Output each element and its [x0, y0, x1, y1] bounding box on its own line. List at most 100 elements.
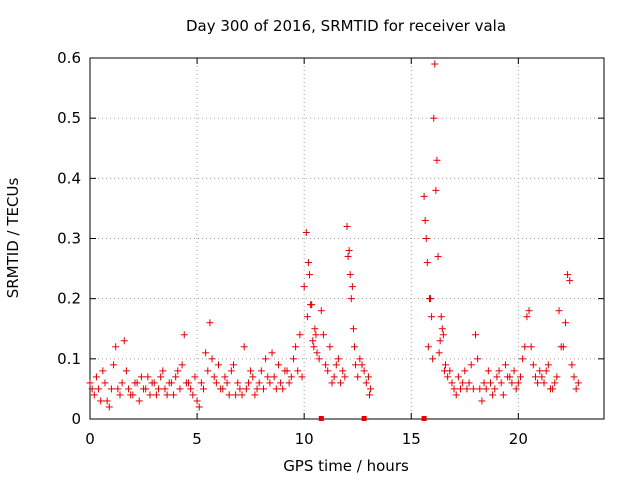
data-point — [542, 367, 550, 375]
data-point — [215, 361, 222, 369]
data-point — [425, 295, 433, 303]
data-point — [439, 331, 447, 339]
data-point — [309, 337, 317, 345]
data-point — [118, 379, 126, 387]
data-point — [438, 325, 446, 333]
data-point — [315, 355, 323, 363]
data-point — [176, 385, 184, 393]
data-point — [434, 253, 442, 261]
data-point — [146, 391, 154, 399]
data-point — [137, 373, 145, 381]
data-point — [191, 373, 199, 381]
data-point — [182, 379, 190, 387]
data-point — [551, 379, 559, 387]
data-point — [287, 373, 295, 381]
data-point — [253, 385, 261, 393]
data-point — [486, 379, 494, 387]
data-point — [422, 235, 430, 242]
data-point — [362, 379, 370, 387]
data-point — [478, 397, 486, 405]
data-point — [510, 367, 518, 375]
x-tick-label: 20 — [509, 430, 528, 448]
data-point — [262, 355, 270, 363]
y-tick-label: 0.4 — [57, 169, 81, 187]
data-point — [324, 367, 332, 375]
data-point — [172, 373, 180, 381]
data-point — [450, 385, 458, 393]
data-point — [266, 379, 274, 387]
data-point — [298, 373, 306, 381]
data-point — [296, 331, 304, 339]
data-point — [135, 397, 143, 405]
data-point — [328, 379, 336, 387]
data-point — [544, 361, 552, 369]
data-point — [281, 367, 289, 375]
data-point — [538, 373, 546, 381]
data-point — [279, 385, 287, 393]
data-point — [157, 373, 165, 381]
data-point — [463, 385, 471, 393]
data-point — [352, 361, 360, 369]
data-point — [114, 385, 122, 393]
data-point — [122, 367, 130, 375]
y-tick-labels: 0 0.1 0.2 0.3 0.4 0.5 0.6 — [57, 49, 81, 428]
data-point — [465, 379, 473, 387]
data-point — [421, 216, 429, 224]
data-point — [428, 313, 436, 321]
data-point — [564, 271, 572, 279]
x-tick-label: 10 — [295, 430, 314, 448]
data-point — [493, 373, 501, 381]
data-point — [420, 192, 428, 200]
data-point — [97, 397, 105, 405]
x-tick-label: 15 — [402, 430, 421, 448]
x-tick-labels: 0 5 10 15 20 — [85, 430, 528, 448]
data-point — [257, 367, 265, 375]
data-point — [300, 283, 308, 291]
data-point — [152, 391, 160, 399]
data-point — [244, 379, 252, 387]
data-point — [178, 361, 186, 369]
data-point — [344, 253, 352, 261]
data-point — [358, 361, 366, 369]
data-point — [165, 379, 173, 387]
data-point — [311, 325, 319, 333]
x-tick-label: 0 — [85, 430, 95, 448]
data-point — [514, 379, 522, 387]
data-point — [430, 114, 438, 122]
data-point — [459, 379, 467, 387]
data-point — [197, 379, 205, 387]
data-point — [497, 379, 505, 387]
y-tick-label: 0.3 — [57, 230, 81, 248]
data-point — [310, 343, 318, 351]
data-point — [452, 391, 460, 399]
data-point — [225, 391, 233, 399]
data-point — [232, 391, 240, 399]
data-point — [531, 373, 539, 381]
data-point — [534, 379, 542, 387]
data-point — [566, 277, 574, 285]
data-points — [86, 60, 582, 411]
y-tick-label: 0 — [71, 410, 81, 428]
data-point — [268, 349, 276, 357]
data-point — [504, 373, 512, 381]
data-point — [92, 373, 100, 381]
data-point — [249, 373, 257, 381]
data-point — [555, 307, 563, 315]
data-point — [345, 247, 353, 255]
data-point — [469, 385, 477, 393]
data-point — [259, 385, 267, 393]
data-point — [247, 367, 255, 375]
data-point — [125, 385, 133, 393]
data-point — [161, 385, 169, 393]
data-point — [367, 385, 375, 393]
data-point — [527, 343, 535, 351]
data-point — [131, 379, 139, 387]
data-point — [264, 373, 272, 381]
data-point — [523, 313, 531, 321]
data-point — [330, 373, 338, 381]
data-point — [112, 343, 120, 351]
data-point — [364, 373, 372, 381]
data-point — [212, 379, 220, 387]
y-tick-label: 0.6 — [57, 49, 81, 67]
